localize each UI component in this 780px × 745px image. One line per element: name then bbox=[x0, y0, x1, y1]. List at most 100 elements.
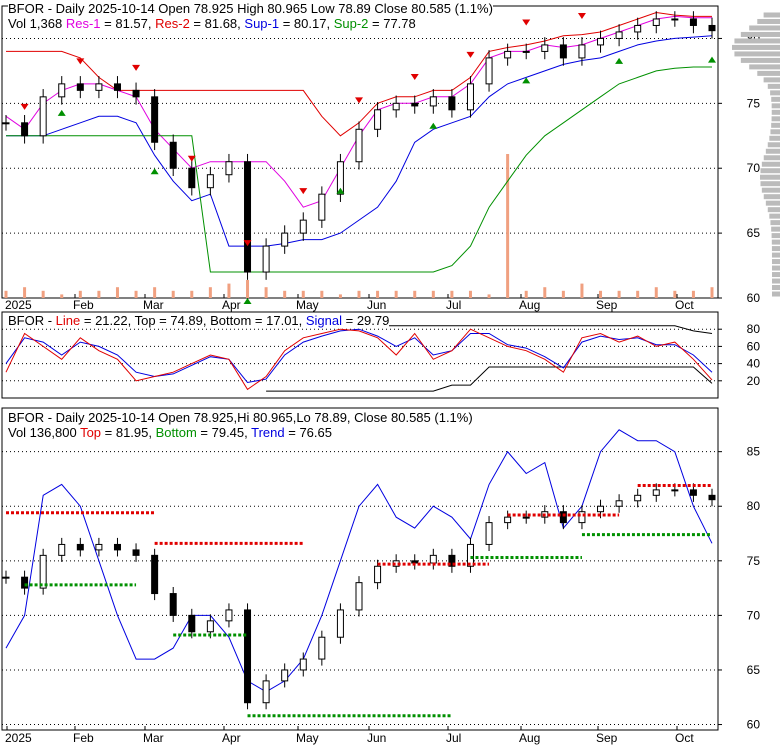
price-title: BFOR - Daily 2025-10-14 Open 78.925 High… bbox=[8, 1, 493, 16]
sell-arrow-icon bbox=[299, 188, 308, 195]
volume-bar bbox=[134, 290, 138, 298]
volume-profile-bar bbox=[732, 44, 780, 50]
price-panel-tick-label: 65 bbox=[747, 226, 761, 240]
sell-arrow-icon bbox=[132, 64, 141, 71]
volume-bar bbox=[487, 294, 491, 298]
price-candle bbox=[708, 24, 716, 32]
volume-profile-bar bbox=[760, 174, 780, 180]
price-panel-tick-label: 60 bbox=[747, 291, 761, 305]
volume-profile-bar bbox=[769, 213, 780, 219]
volume-bar bbox=[208, 287, 212, 298]
res1-value: = 81.57, bbox=[100, 16, 152, 31]
trend-panel-month-label: May bbox=[296, 731, 319, 745]
volume-bar bbox=[41, 290, 45, 298]
trend-panel-month-label: Apr bbox=[222, 731, 241, 745]
volume-profile-bar bbox=[763, 155, 780, 161]
price-candle bbox=[597, 37, 605, 46]
trend-panel-tick-label: 60 bbox=[747, 718, 761, 732]
trend-price-candle bbox=[615, 500, 623, 507]
price-panel-month-label: Oct bbox=[675, 298, 694, 312]
trend-price-candle bbox=[262, 680, 270, 704]
signal-value: = 29.79 bbox=[342, 313, 390, 328]
volume-bar bbox=[654, 287, 658, 298]
trend-price-candle bbox=[559, 511, 567, 524]
volume-bar bbox=[543, 287, 547, 298]
trend-price-candle bbox=[634, 494, 642, 502]
price-candle bbox=[281, 232, 289, 247]
sell-arrow-icon bbox=[20, 103, 29, 110]
sell-arrow-icon bbox=[410, 73, 419, 80]
top-value: = 81.95, bbox=[101, 425, 156, 440]
volume-bar bbox=[468, 290, 472, 298]
bottom-value: = 79.45, bbox=[196, 425, 252, 440]
volume-bar bbox=[636, 290, 640, 298]
price-panel-header: BFOR - Daily 2025-10-14 Open 78.925 High… bbox=[8, 1, 493, 31]
trend-price-candle bbox=[689, 489, 697, 496]
volume-profile-bar bbox=[763, 194, 780, 200]
trend-panel-month-label: Mar bbox=[143, 731, 164, 745]
price-candle bbox=[132, 89, 140, 98]
buy-arrow-icon bbox=[243, 298, 252, 304]
price-candle bbox=[374, 109, 382, 130]
trend-panel-tick-label: 85 bbox=[747, 445, 761, 459]
volume-bar bbox=[673, 290, 677, 298]
volume-profile-bar bbox=[770, 129, 780, 135]
trend-price-candle bbox=[374, 565, 382, 584]
volume-profile-bar bbox=[772, 291, 780, 297]
volume-bar bbox=[4, 290, 8, 298]
volume-bar bbox=[357, 290, 361, 298]
sell-arrow-icon bbox=[243, 240, 252, 247]
price-candle bbox=[578, 44, 586, 59]
trend-panel-tick-label: 75 bbox=[747, 554, 761, 568]
res1-line bbox=[5, 15, 712, 208]
price-candle bbox=[2, 122, 10, 125]
trend-panel-month-label: Oct bbox=[675, 731, 694, 745]
trend-price-candle bbox=[429, 554, 437, 564]
volume-bar bbox=[561, 290, 565, 298]
trend-panel-month-label: Sep bbox=[596, 731, 618, 745]
volume-bar bbox=[264, 287, 268, 298]
oscillator-header: BFOR - Line = 21.22, Top = 74.89, Bottom… bbox=[8, 313, 390, 328]
trend-price-candle bbox=[132, 549, 140, 556]
price-panel-tick-label: 70 bbox=[747, 161, 761, 175]
price-candle bbox=[39, 96, 47, 137]
volume-bar bbox=[599, 290, 603, 298]
trend-price-candle bbox=[522, 516, 530, 519]
volume-profile-bar bbox=[771, 272, 780, 278]
signal-line bbox=[5, 328, 713, 384]
volume-profile-bar bbox=[765, 148, 780, 154]
price-candle bbox=[615, 31, 623, 39]
trend-price-candle bbox=[225, 609, 233, 622]
price-candle bbox=[113, 83, 121, 91]
price-candle bbox=[485, 57, 493, 85]
trend-price-candle bbox=[336, 609, 344, 638]
price-panel-month-label: Mar bbox=[143, 298, 164, 312]
volume-profile-bar bbox=[740, 31, 780, 37]
trend-price-candle bbox=[39, 554, 47, 589]
line-values: = 21.22, Top = 74.89, Bottom = 17.01, bbox=[80, 313, 306, 328]
trend-price-candle bbox=[466, 543, 474, 567]
volume-profile-bar bbox=[757, 70, 780, 76]
price-panel-month-label: Apr bbox=[222, 298, 241, 312]
volume-profile-bar bbox=[771, 278, 780, 284]
sell-arrow-icon bbox=[522, 19, 531, 26]
volume-profile-bar bbox=[771, 109, 780, 115]
sup1-value: = 80.17, bbox=[279, 16, 331, 31]
trend-price-candle bbox=[188, 614, 196, 633]
price-candle bbox=[169, 141, 177, 169]
price-candle bbox=[262, 245, 270, 273]
price-candle bbox=[244, 161, 252, 273]
trend-panel-frame bbox=[1, 407, 719, 731]
volume-profile-bar bbox=[771, 239, 780, 245]
price-panel-month-label: Sep bbox=[596, 298, 618, 312]
volume-profile-bar bbox=[763, 12, 780, 18]
trend-price-candle bbox=[113, 543, 121, 551]
trend-price-candle bbox=[206, 620, 214, 633]
trend-panel-tick-label: 65 bbox=[747, 663, 761, 677]
sell-arrow-icon bbox=[187, 155, 196, 162]
trend-price-candle bbox=[318, 636, 326, 660]
volume-bar bbox=[450, 290, 454, 298]
volume-profile-bar bbox=[770, 220, 780, 226]
volume-profile-bar bbox=[749, 25, 780, 31]
